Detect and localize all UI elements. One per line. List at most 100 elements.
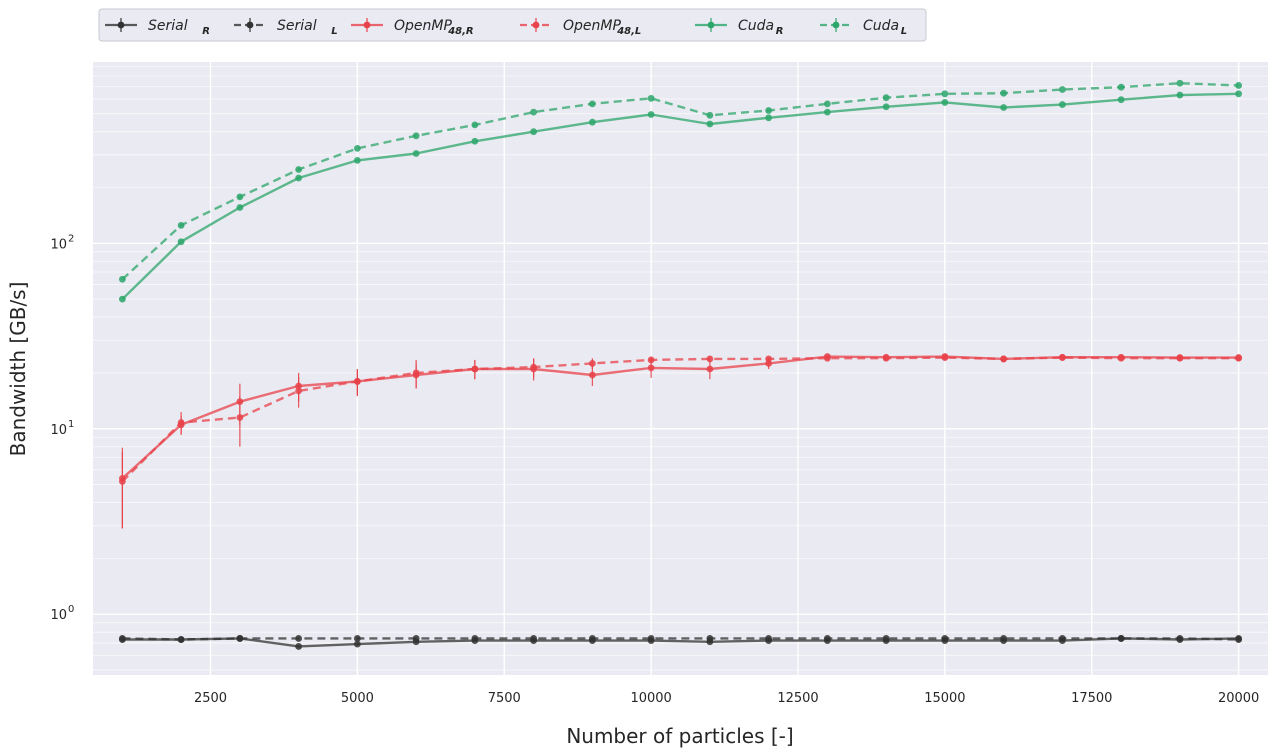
legend-subscript: R [776,26,784,37]
data-point [471,365,479,373]
x-tick-label: 12500 [777,691,818,706]
data-point [1058,101,1066,108]
data-point [882,103,890,111]
legend-label: OpenMP [563,18,621,34]
data-point [1235,90,1243,98]
data-point [647,111,655,118]
data-point [1235,354,1243,362]
data-point [412,369,420,377]
data-point [295,387,303,395]
data-point [706,120,714,128]
data-point [530,635,538,642]
data-point [941,635,949,642]
data-point [588,635,596,642]
legend-label: OpenMP [394,18,452,34]
legend-marker [832,21,840,29]
legend-entry: Cuda L [820,18,907,37]
data-point [588,118,596,126]
data-point [1117,83,1125,91]
data-point [647,94,655,102]
data-point [882,635,890,642]
legend-label: Cuda [738,18,774,34]
legend-marker [246,21,254,29]
data-point [118,295,126,303]
data-point [353,640,361,648]
legend-subscript: L [331,26,337,37]
data-point [647,364,655,372]
data-point [1235,636,1243,643]
data-point [882,354,890,362]
data-point [706,635,714,642]
data-point [1000,355,1008,363]
data-point [471,635,479,642]
data-point [1176,635,1184,642]
data-point [647,635,655,642]
data-point [1235,82,1243,89]
legend-frame [98,8,927,42]
x-tick-label: 15000 [924,691,965,706]
data-point [823,635,831,642]
data-point [353,144,361,152]
data-point [706,365,714,373]
data-point [236,414,244,421]
y-axis-title: Bandwidth [GB/s] [6,282,30,457]
data-point [530,108,538,116]
series-line [122,637,1239,641]
data-point [236,204,244,211]
legend-marker [707,21,715,29]
legend-marker [532,21,540,29]
series-line [122,637,1239,648]
data-point [471,121,479,129]
data-point [706,355,714,363]
data-point [295,643,303,650]
data-point [765,355,773,363]
data-point [765,114,773,122]
data-point [1000,89,1008,97]
data-point [118,275,126,283]
y-tick-label: 10 [50,237,67,252]
data-point [530,363,538,371]
data-point [353,156,361,164]
data-point [1058,635,1066,642]
minor-gridlines [93,65,1268,671]
data-point [941,354,949,361]
x-tick-labels: 2500 5000 7500 10000 12500 15000 17500 20000 [194,691,1259,706]
series-cuda-l [118,79,1243,283]
data-point [118,478,126,485]
data-point [412,635,420,642]
data-point [1117,96,1125,104]
data-point [706,111,714,119]
x-tick-label: 5000 [341,691,374,706]
data-point [823,108,831,116]
series-line [121,81,1239,281]
x-axis-title: Number of particles [-] [566,724,793,748]
data-point [1117,354,1125,362]
data-point [236,635,244,642]
legend-marker [117,21,125,29]
data-point [1000,104,1008,111]
major-gridlines [93,62,1268,675]
data-point [823,354,831,362]
data-point [588,100,596,108]
data-point [177,221,185,229]
data-point [295,635,303,642]
data-point [412,150,420,157]
y-tick-label: 10 [50,423,67,438]
legend-entry: Serial R [105,18,210,37]
data-point [941,99,949,106]
series-openmp-48l [118,354,1243,529]
data-point [765,635,773,642]
data-point [353,635,361,642]
legend-label: Serial [277,18,317,34]
series-layer [118,79,1243,650]
x-tick-label: 17500 [1071,691,1112,706]
data-point [295,166,303,173]
legend-subscript: R [202,26,210,37]
data-point [1176,79,1184,87]
legend-subscript: 48,L [616,26,641,37]
